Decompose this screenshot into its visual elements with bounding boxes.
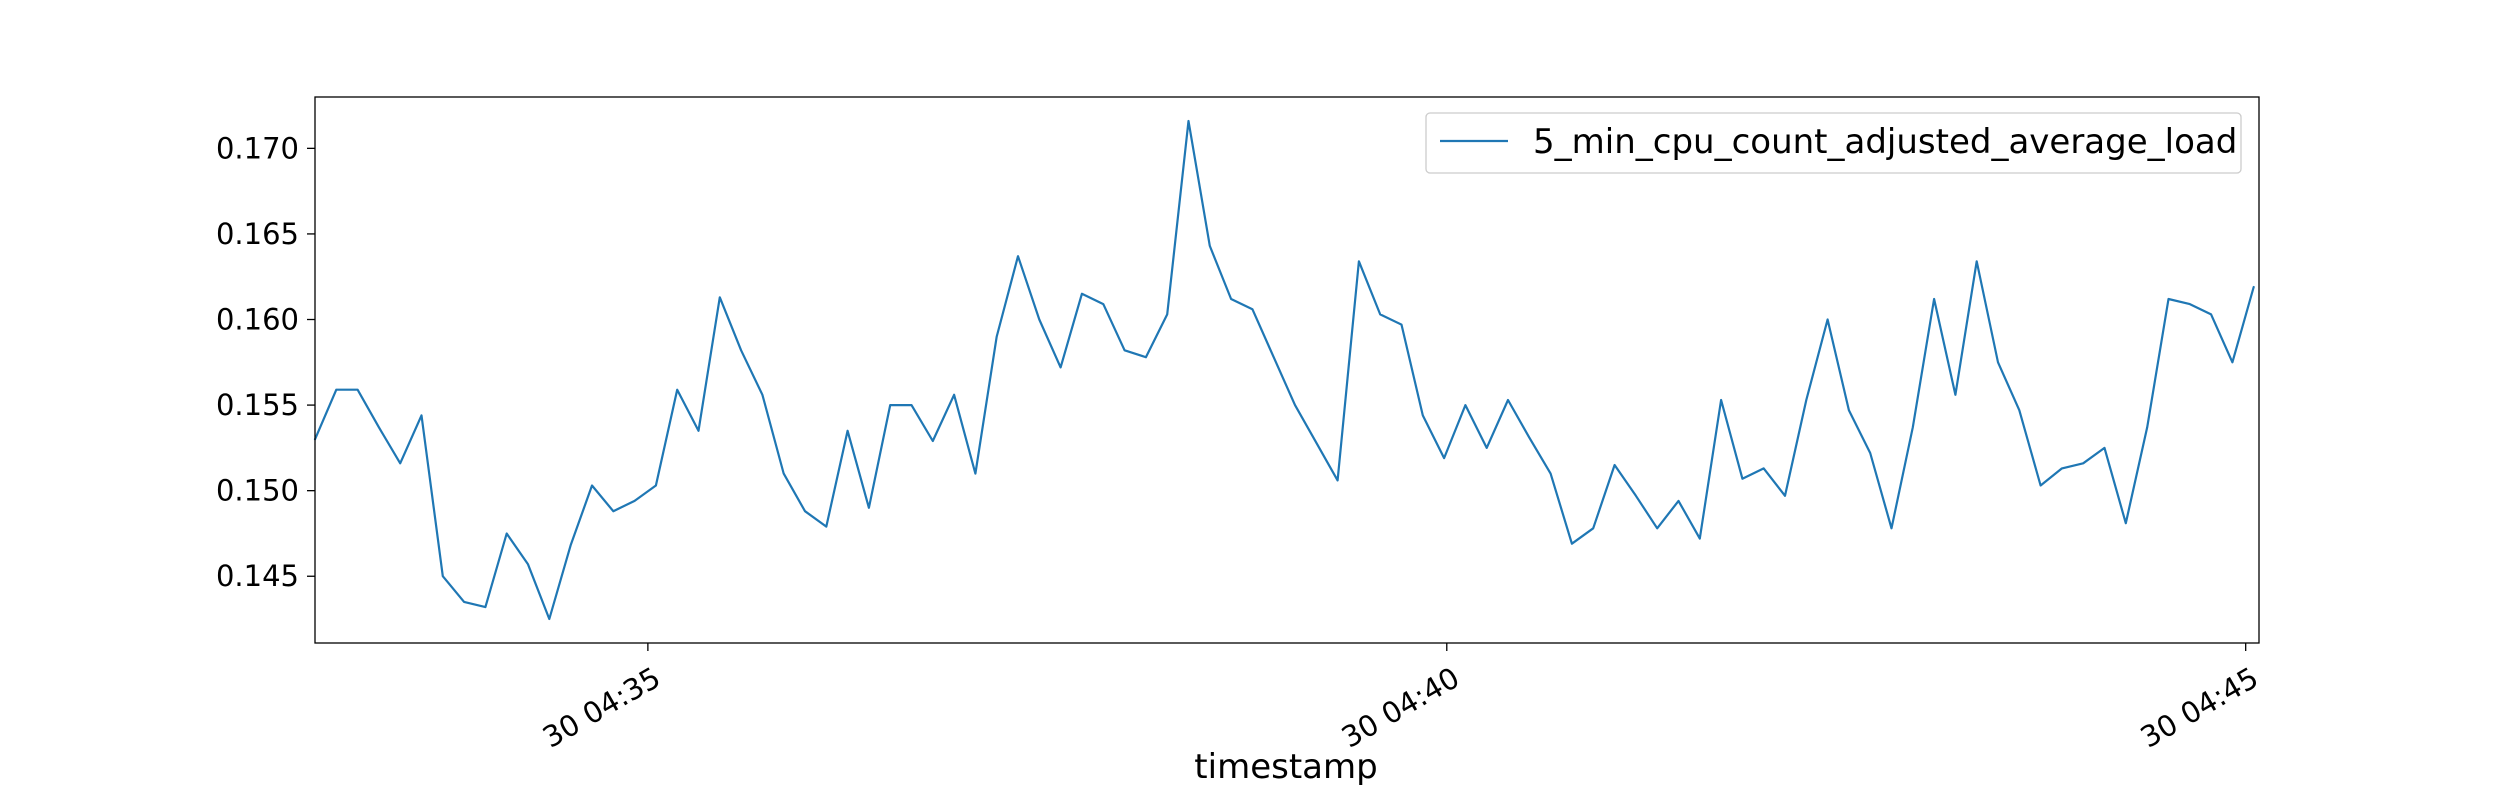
plot-area	[313, 96, 2260, 644]
y-axis: 0.145 0.150 0.155 0.160 0.165 0.170	[216, 131, 315, 593]
legend: 5_min_cpu_count_adjusted_average_load	[1425, 112, 2242, 174]
x-tick-label: 30 04:35	[537, 660, 666, 754]
x-axis: 30 04:35 30 04:40 30 04:45	[537, 643, 2264, 755]
series-line-cpu-load	[313, 119, 2255, 621]
y-tick-label: 0.155	[216, 388, 299, 422]
legend-box	[1425, 112, 2242, 174]
plot-frame	[314, 96, 2260, 644]
y-tick-label: 0.165	[216, 217, 299, 251]
y-tick-label: 0.160	[216, 303, 299, 337]
legend-label: 5_min_cpu_count_adjusted_average_load	[1533, 122, 2237, 162]
x-tick-label: 30 04:40	[1336, 660, 1465, 754]
y-tick-label: 0.150	[216, 474, 299, 508]
y-tick-label: 0.145	[216, 559, 299, 593]
y-tick-label: 0.170	[216, 131, 299, 165]
x-tick-label: 30 04:45	[2135, 660, 2264, 754]
x-axis-label: timestamp	[1194, 747, 1377, 787]
